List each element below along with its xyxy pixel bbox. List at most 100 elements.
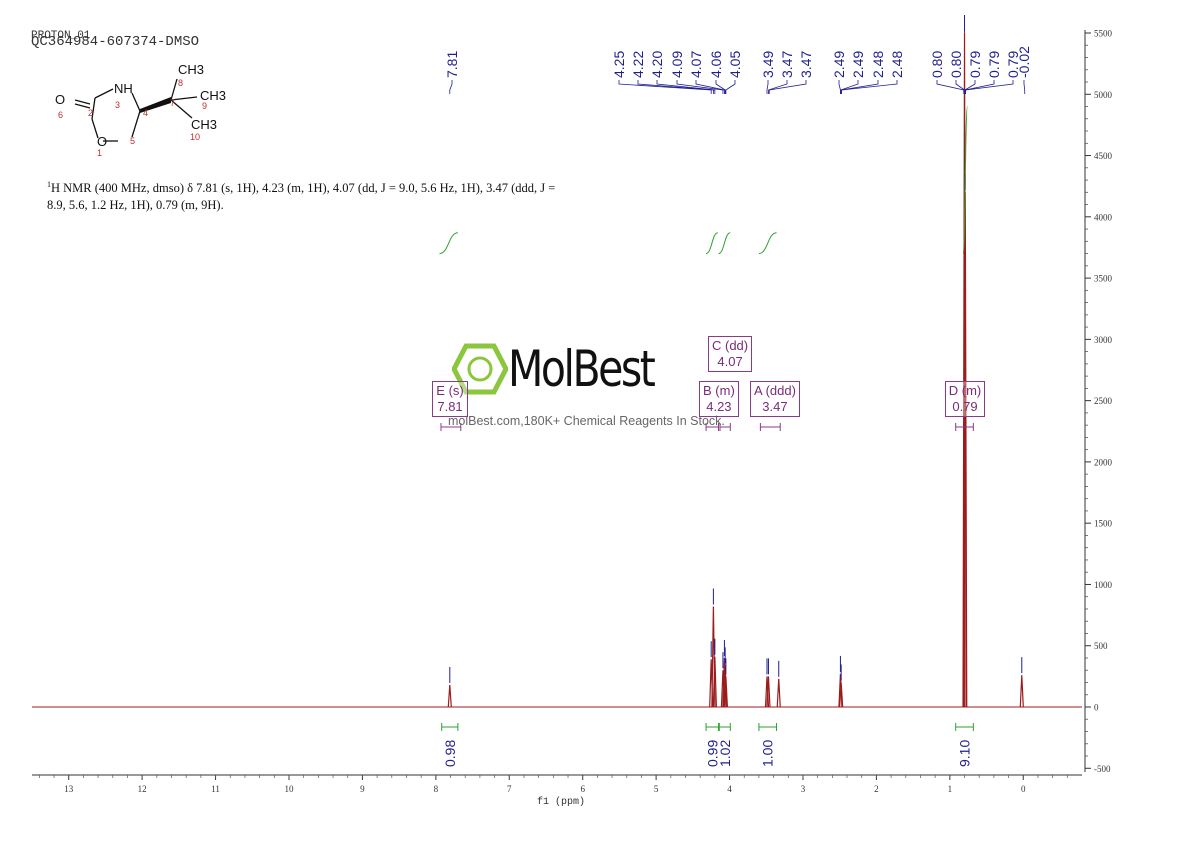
peak-label: 2.48 <box>889 51 905 78</box>
integral-value: 0.98 <box>442 740 458 767</box>
peak-label: 4.07 <box>688 51 704 78</box>
atom-number: 3 <box>115 100 120 110</box>
integral-value: 1.02 <box>717 740 733 767</box>
x-tick-label: 6 <box>580 784 585 794</box>
multiplet-shift: 7.81 <box>437 399 463 414</box>
y-tick-label: 5500 <box>1094 29 1113 39</box>
x-tick-label: 4 <box>727 784 732 794</box>
x-tick-label: 1 <box>948 784 953 794</box>
peak-label: 4.22 <box>630 51 646 78</box>
y-tick-label: -500 <box>1094 764 1111 774</box>
peak-label-leader <box>768 80 807 94</box>
peak-label: 3.47 <box>779 51 795 78</box>
atom-o-ring: O <box>97 134 107 149</box>
peak-label: 4.25 <box>611 51 627 78</box>
peak-label: 2.49 <box>850 51 866 78</box>
peak-label: 3.49 <box>760 51 776 78</box>
multiplet-label: E (s) <box>436 383 464 398</box>
multiplet-box: E (s) 7.81 <box>432 381 468 417</box>
peak-label-leader <box>637 80 714 94</box>
y-tick-label: 0 <box>1094 703 1099 713</box>
peak-label: 4.05 <box>727 51 743 78</box>
x-tick-label: 13 <box>64 784 74 794</box>
spectrum-peak <box>766 676 771 708</box>
y-tick-label: 5000 <box>1094 90 1113 100</box>
integral-curve <box>718 232 731 255</box>
multiplet-shift: 0.79 <box>952 399 978 414</box>
multiplet-shift: 3.47 <box>762 399 788 414</box>
y-tick-label: 1500 <box>1094 519 1113 529</box>
x-tick-label: 12 <box>138 784 147 794</box>
logo-benzene-icon <box>452 343 508 395</box>
experiment-name: PROTON_01 <box>31 30 91 42</box>
molecule-structure: NH O O CH3 CH3 CH3 1 2 3 4 5 6 7 8 9 10 <box>55 62 226 158</box>
x-tick-label: 11 <box>211 784 220 794</box>
multiplet-box: A (ddd) 3.47 <box>750 381 800 417</box>
integral-value: 0.99 <box>704 740 720 767</box>
peak-label: 0.80 <box>948 51 964 78</box>
atom-number: 1 <box>97 148 102 158</box>
integral-value: 1.00 <box>760 740 776 767</box>
peak-label-leader <box>656 80 716 94</box>
peak-label-leader <box>715 80 726 94</box>
x-axis-label: f1 (ppm) <box>537 797 586 808</box>
peak-label-leader <box>766 80 769 94</box>
peak-label-leader <box>618 80 712 94</box>
x-tick-label: 3 <box>801 784 806 794</box>
y-tick-label: 2000 <box>1094 457 1113 467</box>
x-tick-label: 0 <box>1021 784 1026 794</box>
peak-label: 0.79 <box>1005 51 1021 78</box>
spectrum-peak <box>447 684 452 708</box>
multiplet-shift: 4.07 <box>717 354 743 369</box>
x-tick-label: 5 <box>654 784 659 794</box>
y-tick-label: 3500 <box>1094 274 1113 284</box>
atom-ch3-8: CH3 <box>178 62 204 77</box>
y-tick-label: 2500 <box>1094 396 1113 406</box>
integral-curve <box>962 106 968 255</box>
atom-number: 10 <box>190 132 200 142</box>
peak-label-leader <box>965 80 1014 94</box>
multiplet-shift: 4.23 <box>706 399 732 414</box>
integral-curve <box>705 232 718 255</box>
peak-label-leader <box>838 80 841 94</box>
peak-label-leader <box>676 80 724 94</box>
multiplet-label: D (m) <box>948 383 982 398</box>
superscript: 1 <box>47 180 51 189</box>
spectrum-peak <box>839 682 844 708</box>
spectrum-peak <box>723 676 728 708</box>
nmr-description-line1: H NMR (400 MHz, dmso) δ 7.81 (s, 1H), 4.… <box>51 181 556 196</box>
x-tick-label: 10 <box>284 784 294 794</box>
y-tick-label: 1000 <box>1094 580 1113 590</box>
y-tick-label: 3000 <box>1094 335 1113 345</box>
peak-label-leader <box>695 80 725 94</box>
atom-ch3-9: CH3 <box>200 88 226 103</box>
x-tick-label: 2 <box>874 784 879 794</box>
peak-label-leader <box>1023 80 1026 94</box>
peak-label-leader <box>841 80 898 94</box>
integral-curve <box>439 232 458 255</box>
peak-label-leader <box>936 80 965 94</box>
multiplet-box: C (dd) 4.07 <box>708 336 753 372</box>
atom-number: 2 <box>88 108 93 118</box>
logo-brand: MolBest <box>508 340 656 398</box>
peak-label: 7.81 <box>444 51 460 78</box>
peak-label: 2.49 <box>831 51 847 78</box>
atom-number: 5 <box>130 136 135 146</box>
peak-label: 3.47 <box>798 51 814 78</box>
x-tick-label: 9 <box>360 784 365 794</box>
x-tick-label: 8 <box>434 784 439 794</box>
peak-label-leader <box>725 80 736 94</box>
atom-number: 8 <box>178 78 183 88</box>
spectrum-peak <box>776 678 781 708</box>
peak-label: 0.79 <box>967 51 983 78</box>
x-tick-label: 7 <box>507 784 512 794</box>
multiplet-label: A (ddd) <box>754 383 796 398</box>
atom-number: 4 <box>143 108 148 118</box>
peak-label: 0.80 <box>929 51 945 78</box>
atom-number: 9 <box>202 101 207 111</box>
y-tick-label: 500 <box>1094 641 1108 651</box>
peak-label: 4.09 <box>669 51 685 78</box>
atom-number: 7 <box>170 98 175 108</box>
